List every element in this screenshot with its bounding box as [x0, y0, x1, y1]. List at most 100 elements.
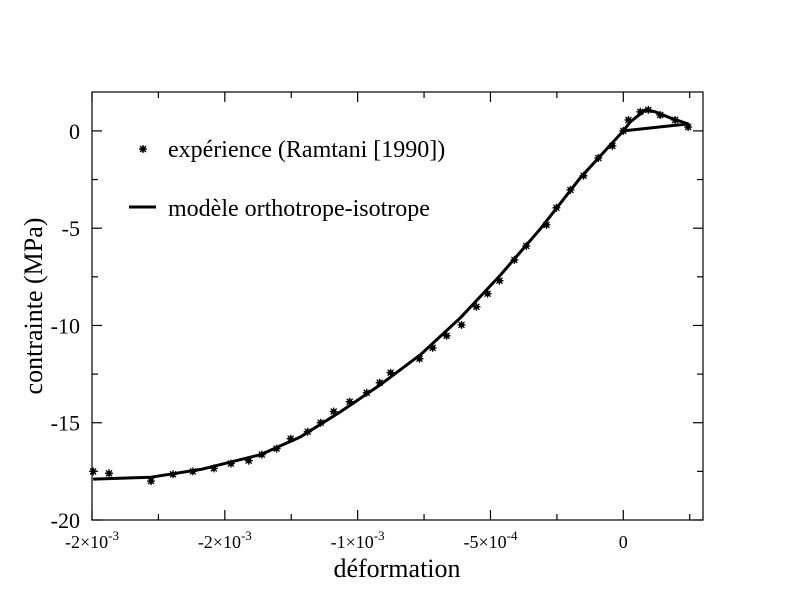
axis-ticks — [91, 92, 703, 521]
data-point — [257, 450, 266, 459]
data-point-star — [244, 456, 253, 465]
data-point — [428, 343, 437, 352]
data-point-star — [89, 467, 98, 476]
data-point — [415, 354, 424, 363]
y-tick-label: -5 — [62, 216, 80, 241]
data-point-star — [105, 469, 113, 478]
data-point-star — [316, 418, 325, 427]
data-point — [566, 185, 575, 194]
data-point-star — [483, 289, 492, 298]
data-point-star — [472, 302, 481, 311]
data-point-star — [226, 459, 235, 468]
data-point-star — [608, 141, 617, 150]
data-point-star — [656, 111, 665, 119]
data-point — [169, 470, 177, 479]
x-tick-label: 0 — [619, 532, 628, 552]
x-tick-label: -5×10-4 — [463, 528, 517, 552]
data-point-star — [188, 467, 197, 476]
x-tick-label: -2×10-3 — [198, 528, 252, 552]
data-point — [542, 220, 551, 229]
data-point-star — [303, 427, 312, 436]
data-point-star — [457, 320, 466, 329]
data-point — [147, 477, 155, 486]
data-point-star — [386, 368, 395, 377]
data-point-star — [415, 354, 424, 363]
y-tick-labels: 0 -5 -10 -15 -20 — [51, 119, 80, 533]
data-point-star — [684, 123, 693, 131]
data-point-star — [552, 203, 561, 212]
data-point — [579, 171, 588, 180]
legend-label-model: modèle orthotrope-isotrope — [168, 196, 430, 222]
data-point-star — [542, 220, 551, 229]
data-point — [472, 302, 481, 311]
data-point — [656, 111, 665, 119]
data-point — [105, 469, 113, 478]
data-point-star — [345, 397, 354, 406]
data-point — [286, 434, 295, 443]
data-point-star — [619, 126, 628, 135]
data-point — [89, 467, 98, 476]
data-point — [329, 407, 338, 416]
data-point — [483, 289, 492, 298]
data-point-star — [147, 477, 155, 486]
data-point — [362, 388, 371, 397]
data-point-star — [272, 444, 281, 453]
data-point — [671, 116, 680, 124]
data-point — [316, 418, 325, 427]
data-point-star — [495, 276, 504, 285]
data-point — [303, 427, 312, 436]
legend: expérience (Ramtani [1990]) modèle ortho… — [129, 137, 445, 222]
x-tick-label: -1×10-3 — [331, 528, 385, 552]
data-point-star — [566, 185, 575, 194]
data-point — [619, 126, 628, 135]
data-point-star — [671, 116, 680, 124]
data-point — [442, 331, 451, 340]
data-point-star — [522, 241, 531, 250]
y-axis-label: contrainte (MPa) — [19, 218, 48, 395]
data-point-star — [329, 407, 338, 416]
data-point — [188, 467, 197, 476]
data-point-star — [594, 154, 603, 162]
data-point-star — [624, 116, 633, 124]
data-point-star — [209, 464, 218, 473]
series-markers-experience — [89, 105, 693, 486]
data-point-star — [375, 378, 384, 387]
data-point — [624, 116, 633, 124]
data-point-star — [428, 343, 437, 352]
data-point — [552, 203, 561, 212]
data-point — [522, 241, 531, 250]
data-point — [209, 464, 218, 473]
data-point — [495, 276, 504, 285]
data-point — [244, 456, 253, 465]
x-tick-labels: -2×10-3 -2×10-3 -1×10-3 -5×10-4 0 — [65, 528, 628, 552]
data-point — [272, 444, 281, 453]
data-point — [608, 141, 617, 150]
data-point — [636, 107, 645, 116]
data-point-star — [169, 470, 177, 479]
data-point-star — [286, 434, 295, 443]
data-point — [644, 105, 653, 114]
x-axis-label: déformation — [333, 554, 460, 583]
legend-marker-experience — [139, 145, 147, 153]
data-point — [375, 378, 384, 387]
y-tick-label: -10 — [51, 313, 80, 338]
y-tick-label: -15 — [51, 411, 80, 436]
data-point — [457, 320, 466, 329]
y-tick-label: 0 — [69, 119, 80, 144]
legend-label-experience: expérience (Ramtani [1990]) — [168, 137, 445, 163]
data-point-star — [362, 388, 371, 397]
data-point-star — [510, 255, 519, 264]
data-point — [594, 154, 603, 162]
data-point-star — [442, 331, 451, 340]
data-point — [684, 123, 693, 131]
data-point-star — [579, 171, 588, 180]
plot-frame — [91, 91, 704, 521]
series-line-model — [93, 108, 690, 481]
data-point-star — [636, 107, 645, 116]
data-point-star — [644, 105, 653, 114]
y-tick-label: -20 — [51, 508, 80, 533]
data-point — [386, 368, 395, 377]
x-tick-label: -2×10-3 — [65, 528, 119, 552]
data-point — [226, 459, 235, 468]
